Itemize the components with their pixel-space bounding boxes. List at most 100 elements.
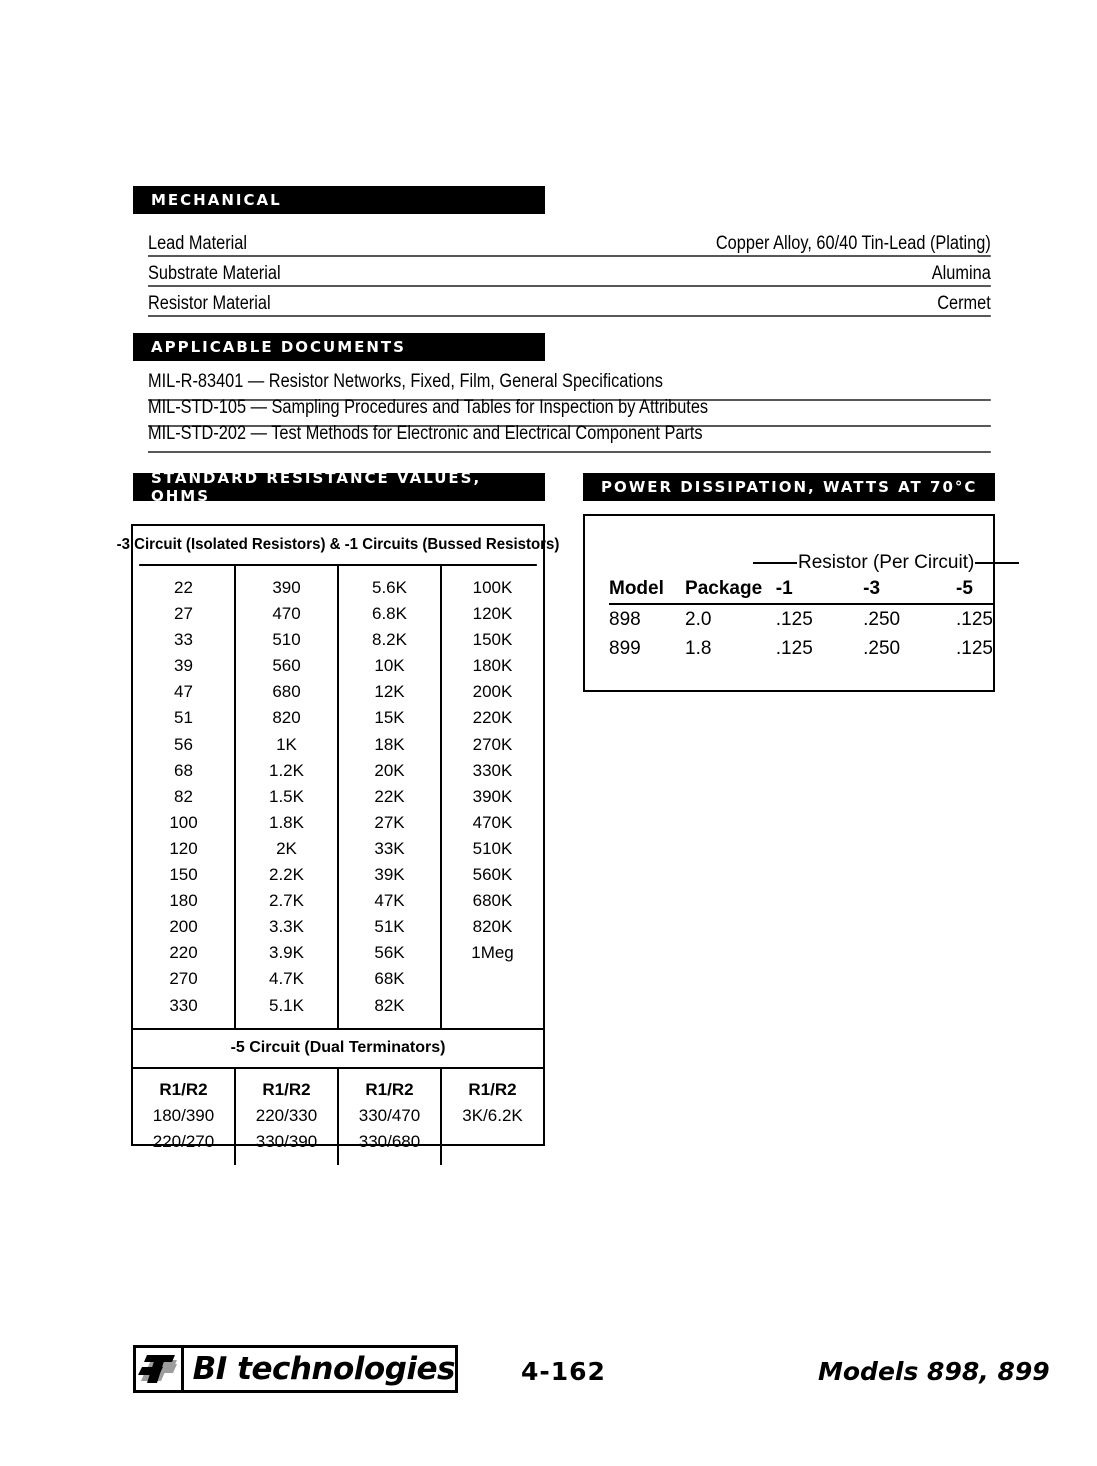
dual-terminator-cell: 330/390 — [255, 1131, 318, 1151]
resistance-value-grid: 22 27 33 39 47 51 56 68 82 100 120 150 180 200 220 270 3… — [133, 566, 543, 1028]
power-data-table: Model Package -1 -3 -5 898 2.0 .125 .250… — [609, 578, 993, 663]
resistance-value-cell: 51 — [174, 708, 193, 728]
section-header-applicable-documents-label: APPLICABLE DOCUMENTS — [151, 338, 406, 356]
dual-terminator-cell: 3K/6.2K — [462, 1105, 523, 1125]
power-col-header-package: Package — [685, 578, 763, 599]
section-header-standard-resistance-label: STANDARD RESISTANCE VALUES, OHMS — [151, 469, 482, 505]
resistance-value-cell: 27K — [374, 812, 405, 832]
spec-row-resistor-material: Resistor Material Cermet — [148, 287, 991, 317]
resistance-value-cell: 1K — [276, 734, 297, 754]
resistance-value-cell: 1.2K — [269, 760, 304, 780]
span-rule-left — [753, 562, 797, 564]
resistance-value-cell: 2.2K — [269, 865, 304, 885]
resistance-value-cell: 510K — [472, 838, 513, 858]
resistance-value-cell: 12K — [374, 682, 405, 702]
resistance-value-cell: 100K — [472, 578, 513, 597]
power-col-header-dash3: -3 — [863, 578, 881, 599]
brand-logo-text: BI technologies — [192, 1351, 456, 1387]
section-header-mechanical-label: MECHANICAL — [151, 191, 282, 209]
resistance-value-cell: 1Meg — [471, 943, 514, 963]
dual-terminator-header: R1/R2 — [365, 1079, 414, 1099]
power-cell-model: 898 — [609, 608, 641, 630]
resistance-value-cell: 20K — [374, 760, 405, 780]
span-rule-right — [975, 562, 1020, 564]
resistance-value-cell: 200K — [472, 682, 513, 702]
resistance-value-cell: 22K — [374, 786, 405, 806]
dual-terminator-cell: 220/330 — [255, 1105, 318, 1125]
resistance-value-cell: 150K — [472, 630, 513, 650]
resistance-column: 100K 120K 150K 180K 200K 220K 270K 330K 390K 470K… — [442, 566, 543, 1028]
dual-terminator-cell: 330/470 — [358, 1105, 421, 1125]
power-dissipation-table: Resistor (Per Circuit) Model Package -1 … — [583, 514, 1020, 692]
standard-resistance-table: -3 Circuit (Isolated Resistors) & -1 Cir… — [117, 524, 559, 1165]
resistance-value-cell: 1.8K — [269, 812, 304, 832]
dual-terminator-column: R1/R2 180/390 220/270 — [133, 1068, 236, 1165]
resistance-value-cell: 82K — [374, 995, 405, 1015]
resistance-value-cell: 330K — [472, 760, 513, 780]
resistance-value-cell: 3.9K — [269, 943, 304, 963]
resistance-value-cell: 560 — [272, 656, 301, 676]
resistance-value-cell: 390 — [272, 578, 301, 597]
dual-terminator-column: R1/R2 3K/6.2K — [442, 1069, 543, 1165]
document-label: MIL-R-83401 — Resistor Networks, Fixed, … — [148, 371, 663, 392]
power-col-header-dash1: -1 — [775, 578, 793, 599]
resistance-value-cell: 180 — [169, 891, 198, 911]
resistance-value-cell: 56 — [174, 734, 193, 754]
resistance-value-cell: 100 — [169, 812, 198, 832]
dual-terminator-header: R1/R2 — [262, 1079, 311, 1099]
document-row: MIL-STD-105 — Sampling Procedures and Ta… — [148, 397, 991, 427]
resistance-value-cell: 220K — [472, 708, 513, 728]
resistance-column: 22 27 33 39 47 51 56 68 82 100 120 150 180 200 220 270 3… — [133, 566, 236, 1028]
resistance-value-cell: 680 — [272, 682, 301, 702]
power-cell-dash3: .250 — [863, 608, 901, 630]
resistance-value-cell: 820 — [272, 708, 301, 728]
resistance-value-cell: 470K — [472, 812, 513, 832]
dual-terminator-header: R1/R2 — [159, 1079, 208, 1099]
document-label: MIL-STD-202 — Test Methods for Electroni… — [148, 423, 703, 444]
power-cell-package: 2.0 — [685, 608, 712, 630]
resistance-value-cell: 1.5K — [269, 786, 304, 806]
power-col-header-model: Model — [609, 578, 664, 599]
resistance-value-cell: 39K — [374, 865, 405, 885]
power-table-header-row: Model Package -1 -3 -5 — [609, 578, 993, 603]
resistance-value-cell: 47K — [374, 891, 405, 911]
dual-terminator-column: R1/R2 330/470 330/680 — [339, 1068, 442, 1165]
dual-terminator-cell: 330/680 — [358, 1131, 421, 1151]
spec-row-substrate-material: Substrate Material Alumina — [148, 257, 991, 287]
spec-label: Lead Material — [148, 233, 248, 254]
resistance-value-cell: 560K — [472, 865, 513, 885]
power-cell-dash1: .125 — [775, 637, 813, 659]
spec-label: Resistor Material — [148, 293, 271, 314]
resistance-value-cell: 8.2K — [372, 630, 407, 650]
resistance-value-cell: 33 — [174, 630, 193, 650]
resistance-value-cell: 2.7K — [269, 891, 304, 911]
section-header-power-dissipation: POWER DISSIPATION, WATTS AT 70°C — [583, 473, 995, 501]
resistance-column: 390 470 510 560 680 820 1K 1.2K 1.5K 1.8K 2K 2.2K 2.… — [236, 566, 339, 1028]
resistance-value-cell: 270 — [169, 969, 198, 989]
power-span-label: Resistor (Per Circuit) — [798, 552, 975, 573]
footer-models-label: Models 898, 899 — [818, 1357, 1050, 1386]
page-number: 4-162 — [521, 1357, 606, 1386]
resistance-value-cell: 200 — [169, 917, 198, 937]
resistance-column: 5.6K 6.8K 8.2K 10K 12K 15K 18K 20K 22K 27K 33K 39K 4… — [339, 566, 442, 1028]
resistance-value-cell: 180K — [472, 656, 513, 676]
power-span-header: Resistor (Per Circuit) — [753, 552, 1020, 574]
dual-terminator-cell: 220/270 — [152, 1131, 215, 1151]
power-table-row: 899 1.8 .125 .250 .125 — [609, 634, 993, 663]
dual-terminator-grid: R1/R2 180/390 220/270 R1/R2 220/330 330/390 … — [133, 1068, 543, 1165]
resistance-value-cell: 4.7K — [269, 969, 304, 989]
resistance-value-cell: 120K — [472, 604, 513, 624]
spec-value: Copper Alloy, 60/40 Tin-Lead (Plating) — [715, 233, 991, 254]
resistance-value-cell: 18K — [374, 734, 405, 754]
section-header-power-dissipation-label: POWER DISSIPATION, WATTS AT 70°C — [601, 478, 978, 496]
document-row: MIL-R-83401 — Resistor Networks, Fixed, … — [148, 371, 991, 401]
dual-terminator-column: R1/R2 220/330 330/390 — [236, 1068, 339, 1165]
power-col-header-dash5: -5 — [956, 578, 973, 599]
spec-value: Alumina — [931, 263, 991, 284]
resistance-table-title-label: -3 Circuit (Isolated Resistors) & -1 Cir… — [116, 536, 560, 553]
resistance-value-cell: 270K — [472, 734, 513, 754]
resistance-value-cell: 5.1K — [269, 995, 304, 1015]
resistance-value-cell: 2K — [276, 838, 297, 858]
resistance-value-cell: 510 — [272, 630, 301, 650]
